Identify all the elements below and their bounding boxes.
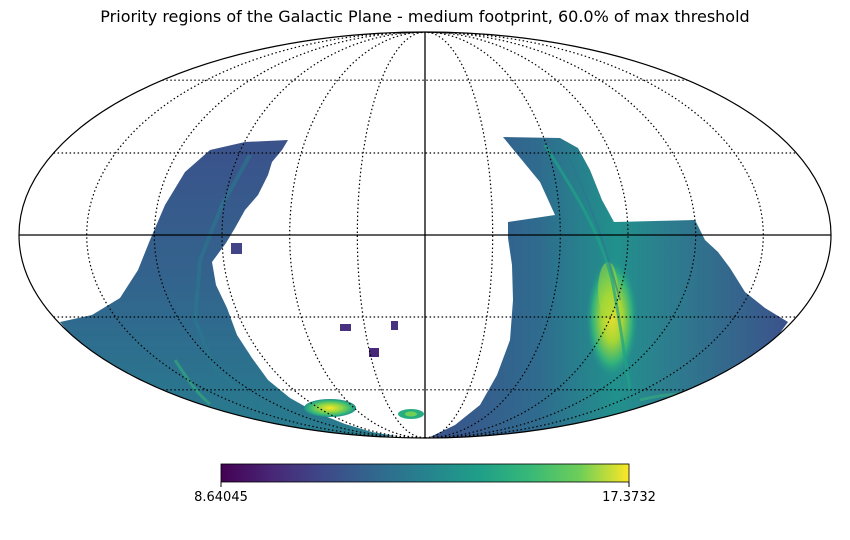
- meridian-line: [424, 32, 494, 438]
- meridian-line: [424, 32, 697, 438]
- map-area: [53, 32, 797, 438]
- meridian-line: [356, 32, 426, 438]
- colorbar-min-label: 8.64045: [194, 490, 248, 505]
- meridian-line: [153, 32, 426, 438]
- colorbar: 8.64045 17.3732: [194, 463, 656, 505]
- region-western-plane-arc: [60, 140, 395, 438]
- colorbar-max-label: 17.3732: [602, 490, 656, 505]
- sky-boundary: [18, 31, 832, 439]
- region-isolated-patch-1: [231, 243, 242, 254]
- meridian-line: [424, 32, 764, 438]
- region-isolated-patch-3: [391, 321, 398, 330]
- meridian-line: [86, 32, 426, 438]
- region-isolated-patch-2: [340, 324, 351, 331]
- region-isolated-patch-4: [369, 348, 379, 357]
- colorbar-gradient: [220, 463, 630, 483]
- chart-title: Priority regions of the Galactic Plane -…: [100, 7, 749, 26]
- region-southern-cloud-large: [304, 399, 356, 417]
